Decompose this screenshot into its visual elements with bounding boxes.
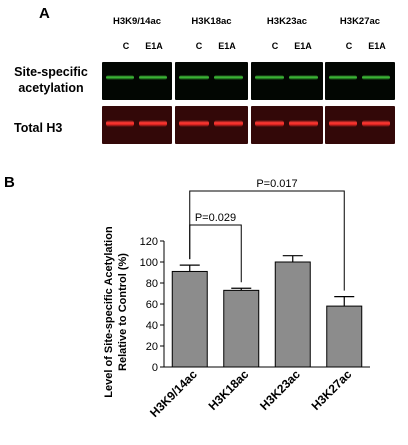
lane-label: E1A (368, 41, 386, 51)
column-title: H3K9/14ac (112, 16, 162, 27)
total-h3-blot (325, 106, 395, 144)
panel-a-letter: A (39, 5, 50, 22)
protein-band (179, 120, 209, 127)
total-h3-blot (102, 106, 172, 144)
lane-label: C (271, 41, 279, 51)
bar (223, 289, 260, 368)
significance-bracket (189, 190, 345, 291)
column-title: H3K23ac (266, 16, 308, 27)
category-label: H3K27ac (309, 367, 355, 413)
protein-band (289, 120, 318, 127)
category-label: H3K23ac (257, 367, 303, 413)
protein-band (329, 120, 357, 127)
lane-label: C (122, 41, 130, 51)
lane-label: C (345, 41, 353, 51)
protein-band (213, 75, 243, 80)
y-axis-title: Relative to Control (%) (117, 253, 129, 371)
y-tick-label: 0 (152, 362, 158, 374)
y-axis-title: Level of Site-specific Acetylation (103, 226, 115, 398)
y-tick-label: 120 (140, 236, 158, 248)
y-tick-label: 40 (146, 320, 158, 332)
y-tick-label: 60 (146, 299, 158, 311)
p-value-label: P=0.029 (195, 212, 236, 224)
total-h3-blot (175, 106, 248, 144)
row-label-line2: acetylation (18, 81, 84, 95)
protein-band (139, 120, 167, 127)
row-label-total-h3: Total H3 (14, 121, 63, 135)
protein-band (289, 75, 318, 80)
protein-band (106, 75, 134, 80)
y-tick-label: 100 (140, 257, 158, 269)
bar (274, 261, 311, 368)
acetylation-blot (325, 62, 395, 100)
y-tick-label: 20 (146, 341, 158, 353)
bar (171, 270, 208, 368)
protein-band (255, 75, 284, 80)
bar-chart: 0 20 40 60 80 100 120 H3K9/14ac H3K18ac H3K23ac H3… (103, 178, 370, 420)
protein-band (106, 120, 134, 127)
protein-band (179, 75, 209, 80)
column-title: H3K27ac (339, 16, 381, 27)
protein-band (362, 75, 390, 80)
total-h3-blot (251, 106, 323, 144)
protein-band (213, 120, 243, 127)
row-label-line1: Site-specific (14, 65, 88, 79)
acetylation-blot (251, 62, 323, 100)
row-label-site-specific: Site-specific acetylation (6, 64, 96, 96)
protein-band (255, 120, 284, 127)
lane-label: C (195, 41, 203, 51)
category-label: H3K9/14ac (147, 367, 200, 420)
panel-b-letter: B (4, 174, 15, 191)
protein-band (139, 75, 167, 80)
protein-band (329, 75, 357, 80)
lane-label: E1A (145, 41, 163, 51)
column-title: H3K18ac (191, 16, 232, 27)
bar (326, 305, 363, 368)
acetylation-blot (102, 62, 172, 100)
category-label: H3K18ac (206, 367, 252, 413)
y-tick-label: 80 (146, 278, 158, 290)
lane-label: E1A (294, 41, 312, 51)
p-value-label: P=0.017 (256, 178, 297, 190)
protein-band (362, 120, 390, 127)
lane-label: E1A (218, 41, 236, 51)
acetylation-blot (175, 62, 248, 100)
